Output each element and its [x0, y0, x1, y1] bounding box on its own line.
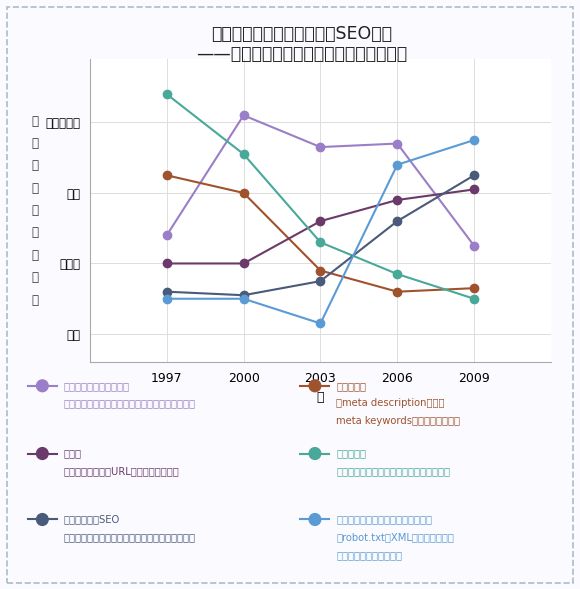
Text: 値: 値	[31, 293, 38, 307]
Text: ウェブマスターツール）: ウェブマスターツール）	[336, 550, 403, 560]
Text: 対: 対	[31, 137, 38, 150]
Text: 価: 価	[31, 271, 38, 284]
Text: 正規化: 正規化	[64, 449, 82, 458]
Text: （ディレクトリ、リンク依頼、リンク交換など）: （ディレクトリ、リンク依頼、リンク交換など）	[64, 399, 196, 408]
Text: meta keywordsタグ、ジオタグ）: meta keywordsタグ、ジオタグ）	[336, 416, 461, 426]
Text: メタデータ: メタデータ	[336, 381, 367, 391]
Text: 垂直検索向けSEO: 垂直検索向けSEO	[64, 515, 120, 524]
Text: 度: 度	[31, 226, 38, 240]
Text: サイト登録: サイト登録	[336, 449, 367, 458]
Text: 検索エンジンに的を絞ったSEO戦略: 検索エンジンに的を絞ったSEO戦略	[211, 25, 392, 43]
Text: 検索エンジンに特化したプロトコル: 検索エンジンに特化したプロトコル	[336, 515, 433, 524]
Text: 手作業によるリンク構築: 手作業によるリンク構築	[64, 381, 130, 391]
Text: 相: 相	[31, 114, 38, 128]
Text: （フィード作成、垂直検索サイトへの登録など）: （フィード作成、垂直検索サイトへの登録など）	[64, 532, 196, 542]
X-axis label: 年: 年	[317, 391, 324, 403]
Text: （検索エンジン＋ディレクトリへの登録）: （検索エンジン＋ディレクトリへの登録）	[336, 466, 451, 476]
Text: 的: 的	[31, 159, 38, 173]
Text: 要: 要	[31, 204, 38, 217]
Text: ——相対的重要度および価値の経時的変化: ——相対的重要度および価値の経時的変化	[196, 45, 407, 63]
Text: （リダイレクト、URL正規化タグなど）: （リダイレクト、URL正規化タグなど）	[64, 466, 180, 476]
Text: （meta descriptionタグ、: （meta descriptionタグ、	[336, 399, 445, 408]
Text: ／: ／	[31, 249, 38, 262]
Text: （robot.txt、XMLサイトマップ、: （robot.txt、XMLサイトマップ、	[336, 532, 454, 542]
Text: 重: 重	[31, 181, 38, 195]
